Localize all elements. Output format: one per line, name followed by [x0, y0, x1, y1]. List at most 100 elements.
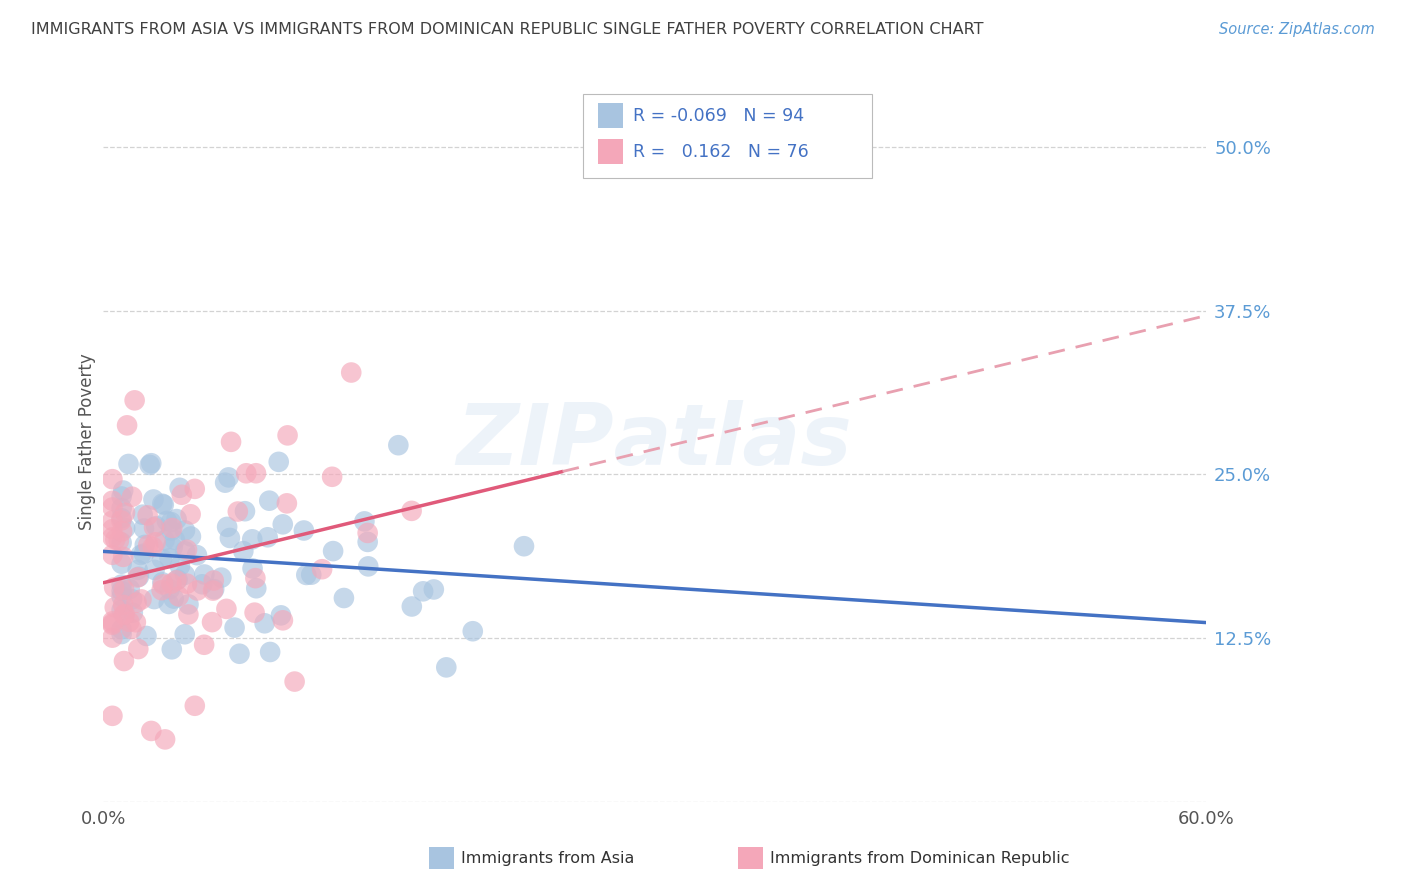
Point: [276, 496, 298, 510]
Point: [110, 535, 132, 549]
Point: [141, 723, 163, 738]
Point: [217, 520, 239, 534]
Text: R =   0.162   N = 76: R = 0.162 N = 76: [633, 143, 808, 161]
Point: [132, 521, 155, 535]
Point: [228, 647, 250, 661]
Point: [160, 515, 183, 529]
Point: [101, 617, 124, 632]
Point: [145, 535, 167, 549]
Point: [115, 418, 138, 433]
Point: [150, 497, 173, 511]
Point: [142, 492, 165, 507]
Point: [180, 529, 202, 543]
Point: [333, 591, 356, 605]
Point: [219, 434, 242, 449]
Point: [271, 517, 294, 532]
Point: [101, 493, 124, 508]
Point: [110, 577, 132, 591]
Point: [226, 504, 249, 518]
Point: [218, 470, 240, 484]
Point: [110, 622, 132, 636]
Point: [243, 606, 266, 620]
Point: [162, 541, 184, 555]
Point: [152, 498, 174, 512]
Point: [513, 539, 536, 553]
Point: [114, 521, 136, 535]
Point: [121, 606, 143, 620]
Point: [127, 563, 149, 577]
Point: [128, 570, 150, 584]
Point: [170, 488, 193, 502]
Point: [165, 574, 187, 588]
Point: [173, 627, 195, 641]
Point: [174, 544, 197, 558]
Point: [112, 607, 135, 622]
Point: [110, 590, 132, 604]
Point: [152, 577, 174, 591]
Point: [110, 501, 132, 516]
Point: [103, 581, 125, 595]
Point: [101, 615, 124, 629]
Y-axis label: Single Father Poverty: Single Father Poverty: [79, 353, 96, 530]
Point: [136, 508, 159, 523]
Point: [356, 535, 378, 549]
Point: [423, 582, 446, 597]
Point: [232, 544, 254, 558]
Point: [176, 542, 198, 557]
Point: [177, 607, 200, 622]
Point: [245, 581, 267, 595]
Point: [110, 603, 132, 617]
Point: [224, 621, 246, 635]
Point: [114, 506, 136, 520]
Point: [125, 615, 148, 630]
Point: [153, 533, 176, 548]
Point: [124, 393, 146, 408]
Point: [245, 467, 267, 481]
Point: [322, 544, 344, 558]
Point: [259, 493, 281, 508]
Point: [121, 592, 143, 607]
Point: [253, 616, 276, 631]
Point: [267, 455, 290, 469]
Point: [174, 524, 197, 538]
Point: [104, 600, 127, 615]
Point: [259, 645, 281, 659]
Point: [299, 567, 322, 582]
Point: [110, 583, 132, 598]
Point: [110, 513, 132, 527]
Text: Source: ZipAtlas.com: Source: ZipAtlas.com: [1219, 22, 1375, 37]
Point: [202, 583, 225, 598]
Point: [142, 540, 165, 554]
Point: [357, 559, 380, 574]
Point: [101, 472, 124, 486]
Point: [145, 519, 167, 533]
Point: [163, 533, 186, 547]
Point: [256, 530, 278, 544]
Point: [134, 538, 156, 552]
Point: [169, 481, 191, 495]
Point: [166, 512, 188, 526]
Point: [138, 458, 160, 472]
Point: [118, 615, 141, 629]
Point: [240, 533, 263, 547]
Point: [131, 508, 153, 522]
Point: [214, 475, 236, 490]
Point: [292, 524, 315, 538]
Point: [461, 624, 484, 639]
Point: [101, 500, 124, 515]
Point: [101, 522, 124, 536]
Point: [159, 551, 181, 566]
Text: Immigrants from Dominican Republic: Immigrants from Dominican Republic: [770, 851, 1070, 865]
Point: [150, 575, 173, 590]
Point: [101, 530, 124, 544]
Point: [112, 654, 135, 668]
Point: [101, 616, 124, 631]
Point: [117, 457, 139, 471]
Point: [108, 533, 131, 548]
Point: [186, 583, 208, 598]
Point: [215, 602, 238, 616]
Point: [271, 613, 294, 627]
Point: [121, 490, 143, 504]
Point: [209, 571, 232, 585]
Point: [284, 674, 307, 689]
